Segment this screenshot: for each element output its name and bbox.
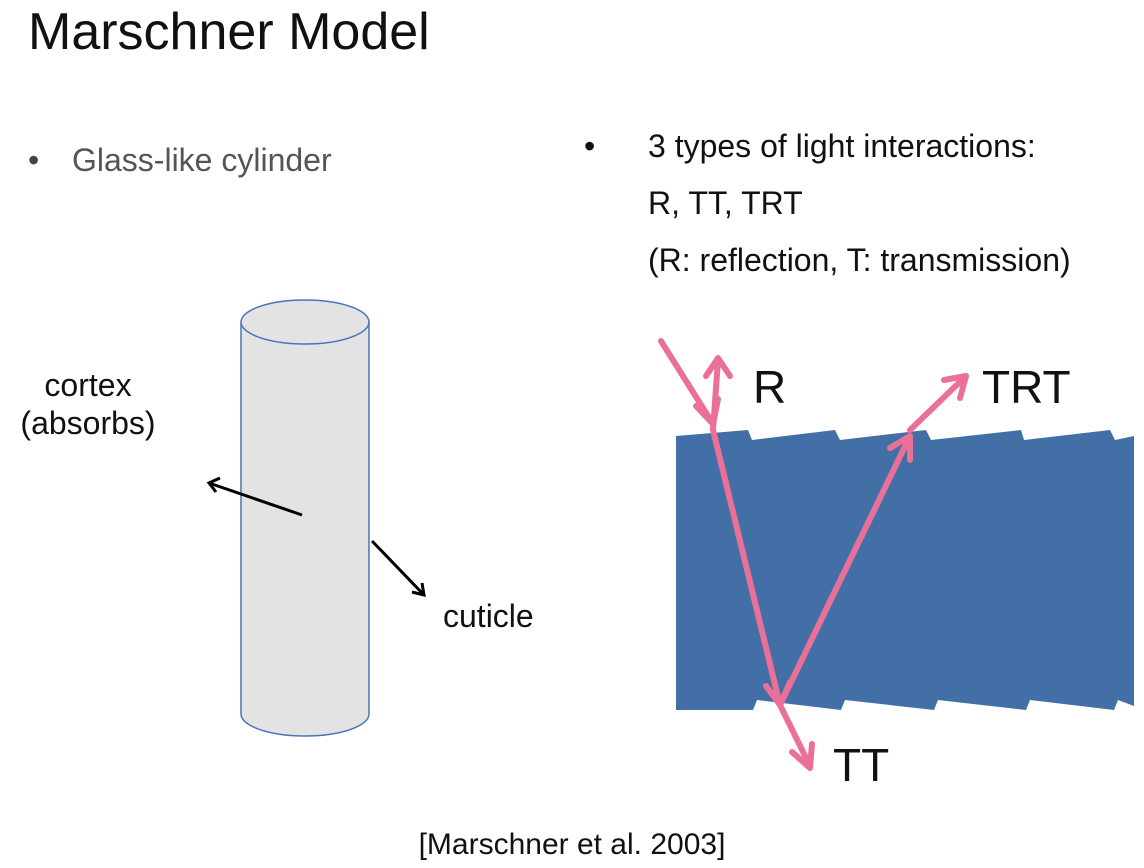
tt-label: TT xyxy=(833,739,890,791)
trt-arrowhead xyxy=(941,373,969,401)
r-ray xyxy=(710,357,721,433)
light-paths xyxy=(658,338,969,771)
transmitted-ray xyxy=(710,427,783,708)
cortex-pointer-arrow xyxy=(208,481,303,517)
slide-title: Marschner Model xyxy=(28,3,430,61)
right-bullet-line-2: R, TT, TRT xyxy=(648,185,803,221)
cuticle-arrowhead xyxy=(411,582,426,598)
cortex-label-text: cortex xyxy=(44,367,132,403)
hair-cylinder xyxy=(240,299,370,737)
hair-fiber xyxy=(676,430,1134,710)
right-bullet-line-1: 3 types of light interactions: xyxy=(648,128,1036,164)
bullet-marker: • xyxy=(584,128,596,164)
right-bullet-line-3: (R: reflection, T: transmission) xyxy=(648,242,1071,278)
trt-label: TRT xyxy=(982,361,1071,413)
cylinder-top xyxy=(240,299,370,345)
cuticle-pointer-arrow xyxy=(370,539,426,597)
cuticle-label: cuticle xyxy=(443,598,534,634)
cortex-label: cortex (absorbs) xyxy=(0,366,176,442)
incident-ray xyxy=(658,338,716,427)
tt-ray xyxy=(777,702,813,769)
tt-arrowhead xyxy=(789,741,815,771)
r-arrowhead xyxy=(703,355,733,379)
cortex-note-text: (absorbs) xyxy=(20,405,156,441)
bullet-marker: • xyxy=(28,142,40,178)
internal-arrowhead xyxy=(887,433,913,463)
internal-reflection-ray xyxy=(777,433,913,708)
left-bullet-text: Glass-like cylinder xyxy=(72,142,332,178)
right-bullet: • 3 types of light interactions: R, TT, … xyxy=(584,118,1071,289)
left-bullet: • Glass-like cylinder xyxy=(28,142,332,179)
citation: [Marschner et al. 2003] xyxy=(418,828,726,861)
r-label: R xyxy=(753,361,787,413)
cylinder-body xyxy=(240,322,370,737)
cortex-arrowhead xyxy=(206,476,221,493)
trt-ray xyxy=(907,373,969,433)
